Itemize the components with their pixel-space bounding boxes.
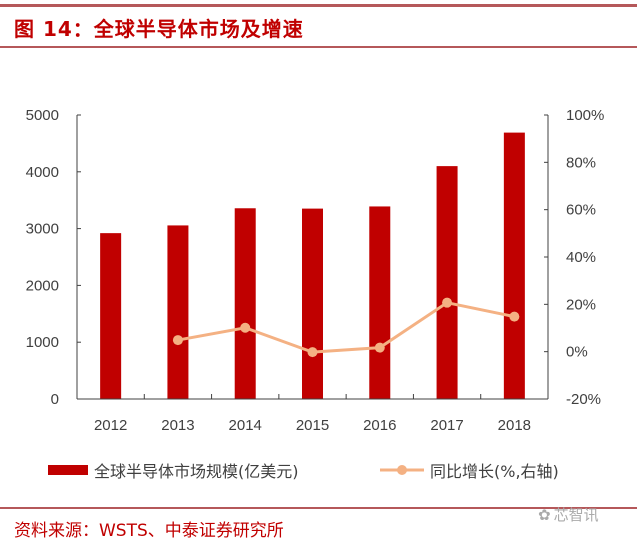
bar-2012 [100, 233, 122, 399]
right-tick-label: 80% [566, 154, 596, 171]
legend-item-line: 同比增长(%,右轴) [380, 458, 559, 482]
left-tick-label: 4000 [26, 164, 59, 181]
x-tick-label: 2013 [161, 417, 194, 434]
x-tick-label: 2015 [296, 417, 329, 434]
legend-label-bar: 全球半导体市场规模(亿美元) [94, 462, 299, 481]
growth-point-2016 [374, 342, 385, 353]
bar-2013 [167, 225, 189, 399]
right-tick-label: 0% [566, 344, 588, 361]
growth-point-2017 [442, 297, 453, 308]
left-tick-label: 5000 [26, 107, 59, 124]
x-tick-label: 2012 [94, 417, 127, 434]
right-tick-label: 20% [566, 296, 596, 313]
left-tick-label: 1000 [26, 334, 59, 351]
bar-2017 [436, 166, 458, 399]
figure-title: 图 14：全球半导体市场及增速 [14, 17, 304, 41]
footer-rule [0, 507, 637, 509]
bar-2018 [503, 132, 525, 399]
legend-label-line: 同比增长(%,右轴) [430, 462, 559, 481]
growth-point-2018 [509, 311, 520, 322]
watermark-text: 芯智讯 [553, 506, 599, 524]
growth-point-2013 [172, 335, 183, 346]
top-rule [0, 4, 637, 7]
bar-2014 [234, 208, 256, 399]
chart: 0 1000 2000 3000 4000 5000 -20% 0% 20% 40% 60% 80% 1… [26, 107, 605, 434]
right-tick-label: 40% [566, 249, 596, 266]
right-tick-label: 100% [566, 107, 604, 124]
legend-item-bar: 全球半导体市场规模(亿美元) [48, 458, 299, 482]
legend-swatch-line [380, 465, 424, 475]
x-tick-label: 2018 [498, 417, 531, 434]
wechat-icon: ✿ [538, 505, 551, 524]
watermark: ✿ 芯智讯 [538, 504, 599, 525]
bar-2015 [302, 208, 323, 399]
bar-2016 [369, 206, 391, 399]
x-tick-label: 2017 [430, 417, 463, 434]
x-tick-label: 2014 [229, 417, 262, 434]
source-note: 资料来源：WSTS、中泰证券研究所 [14, 521, 284, 541]
left-tick-label: 0 [51, 391, 59, 408]
right-tick-label: -20% [566, 391, 601, 408]
legend-swatch-bar [48, 465, 88, 475]
growth-point-2014 [240, 322, 251, 333]
left-tick-label: 2000 [26, 277, 59, 294]
x-tick-label: 2016 [363, 417, 396, 434]
title-rule [0, 46, 637, 48]
growth-line [177, 301, 515, 354]
left-tick-label: 3000 [26, 221, 59, 238]
growth-point-2015 [307, 347, 318, 358]
right-tick-label: 60% [566, 202, 596, 219]
